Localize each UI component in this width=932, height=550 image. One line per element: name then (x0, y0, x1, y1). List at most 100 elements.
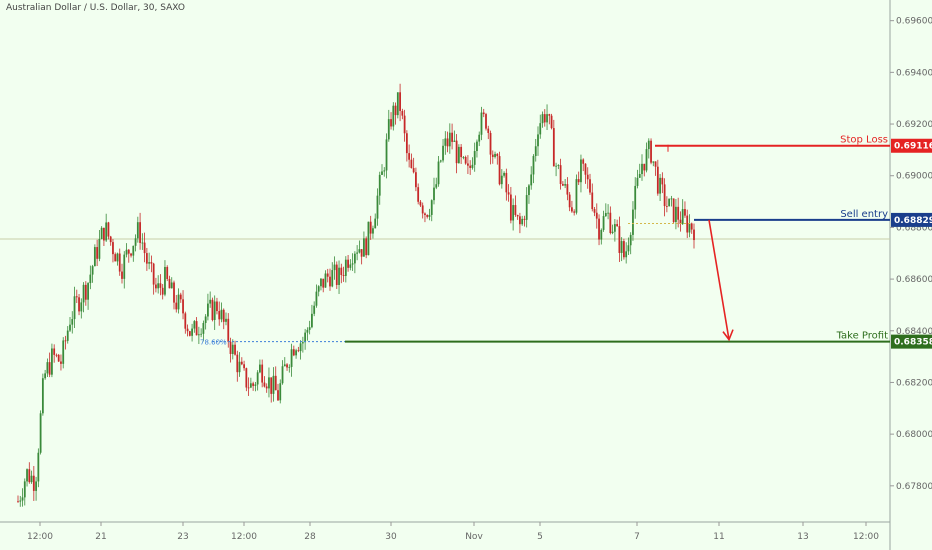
candle-body (308, 327, 311, 330)
candle-body (426, 215, 429, 217)
x-tick-label: 7 (634, 532, 640, 542)
candle-body (132, 245, 135, 256)
candle-body (254, 384, 257, 386)
candle-body (53, 348, 56, 355)
trade-arrow (708, 219, 730, 340)
candle-body (523, 218, 526, 220)
candle-body (175, 302, 178, 310)
candle-body (112, 242, 114, 255)
candle-body (218, 311, 221, 320)
candle-body (645, 149, 648, 171)
candle-body (627, 245, 630, 252)
y-tick-label: 0.69600 (896, 17, 932, 27)
candle-body (148, 262, 151, 264)
candle-body (516, 214, 519, 217)
candle-body (437, 161, 440, 185)
candle-body (344, 259, 347, 276)
candle-body (376, 195, 379, 219)
candle-body (424, 213, 426, 216)
candle-body (238, 361, 241, 373)
candle-body (595, 212, 598, 219)
candle-body (57, 354, 60, 362)
candle-body (453, 140, 456, 142)
candle-body (249, 383, 252, 388)
candle-body (528, 185, 530, 196)
candle-body (672, 198, 675, 223)
fib-level-label: 78.60% (200, 339, 227, 347)
candle-body (519, 216, 521, 225)
candle-body (123, 254, 126, 279)
candle-body (419, 201, 422, 206)
candle-body (620, 241, 623, 253)
candle-body (315, 291, 318, 306)
candle-body (211, 299, 214, 321)
candle-body (243, 364, 245, 369)
candle-body (509, 194, 512, 221)
candle-body (507, 192, 510, 195)
candle-body (100, 227, 103, 239)
candle-body (121, 271, 123, 279)
candle-body (385, 139, 388, 171)
candle-body (623, 241, 625, 258)
candle-body (209, 299, 212, 304)
candle-body (381, 171, 383, 175)
level-name-take-profit: Take Profit (836, 331, 889, 342)
candle-body (358, 249, 361, 253)
candle-body (478, 134, 481, 142)
candle-body (274, 375, 277, 391)
candle-body (652, 161, 655, 163)
candle-body (412, 168, 415, 173)
candle-body (69, 324, 71, 331)
price-tag-sell-entry (891, 212, 932, 227)
candle-body (279, 383, 282, 401)
candle-body (177, 294, 180, 310)
candle-body (392, 105, 395, 127)
candle-body (347, 259, 349, 268)
candle-body (75, 296, 78, 298)
candle-body (613, 224, 616, 232)
candle-body (136, 222, 139, 239)
candle-body (353, 253, 356, 264)
candle-body (295, 350, 297, 356)
candle-body (548, 114, 551, 116)
candle-body (693, 229, 695, 241)
candle-body (301, 342, 304, 344)
candle-body (179, 294, 182, 300)
candle-body (433, 187, 435, 201)
candle-body (143, 242, 146, 254)
candle-body (157, 283, 160, 289)
candle-body (290, 349, 293, 367)
candle-body (338, 267, 340, 285)
candle-body (93, 247, 96, 267)
candle-body (405, 133, 408, 154)
candle-body (625, 251, 628, 258)
candle-body (521, 218, 524, 225)
candle-body (564, 184, 567, 186)
candle-body (582, 159, 585, 164)
candle-body (98, 238, 101, 259)
candle-body (546, 114, 548, 123)
candle-body (329, 276, 331, 287)
y-tick-label: 0.67800 (896, 482, 932, 492)
candle-body (281, 366, 284, 384)
candle-body (39, 413, 42, 453)
candle-body (331, 270, 334, 287)
candle-body (675, 206, 677, 223)
candle-body (229, 341, 232, 354)
candle-body (552, 128, 555, 167)
candle-body (213, 301, 216, 321)
candle-body (607, 212, 609, 214)
candle-body (240, 361, 243, 365)
price-tag-label: 0.68829 (894, 216, 932, 226)
candle-body (485, 114, 487, 129)
candle-body (333, 264, 336, 271)
candle-body (51, 348, 53, 375)
candle-body (600, 229, 603, 240)
candle-body (656, 166, 659, 194)
candle-body (66, 330, 69, 341)
candle-body (71, 319, 74, 325)
candle-body (184, 313, 187, 329)
price-tag-stop-loss (891, 138, 932, 153)
